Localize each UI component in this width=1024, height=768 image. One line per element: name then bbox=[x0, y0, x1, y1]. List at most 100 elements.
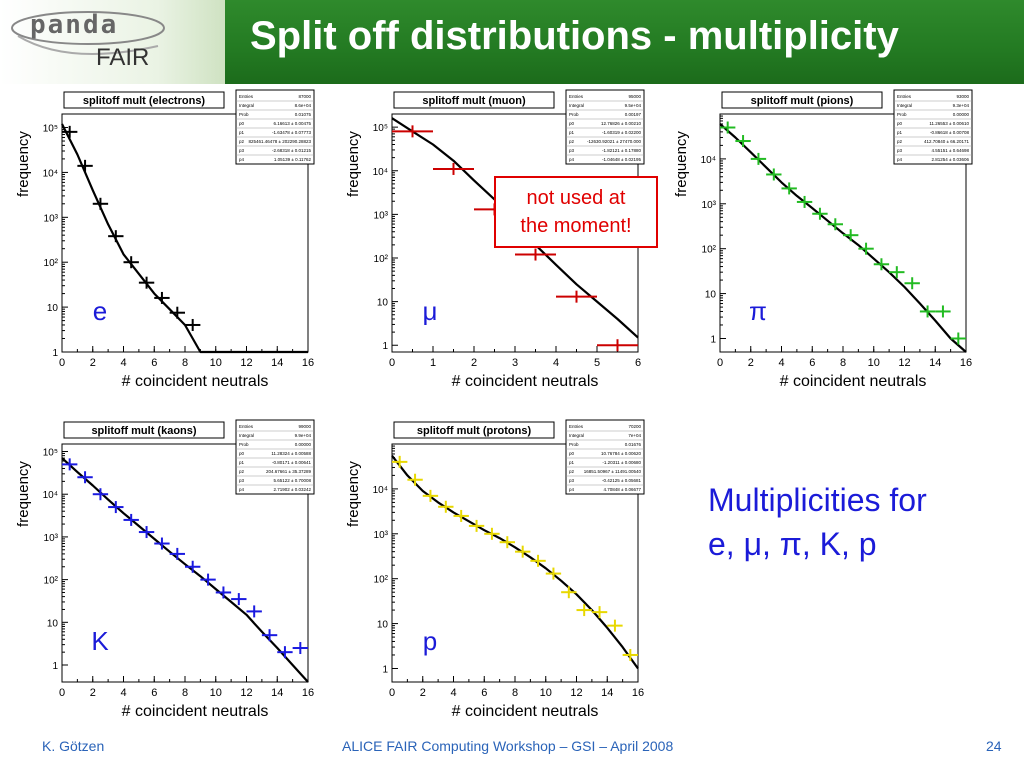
x-tick-label: 1 bbox=[430, 357, 436, 369]
y-tick-label: 10² bbox=[374, 254, 389, 265]
data-point bbox=[138, 526, 155, 539]
data-point bbox=[515, 545, 531, 558]
data-point bbox=[62, 125, 78, 138]
y-tick-label: 10⁵ bbox=[43, 448, 58, 459]
data-point bbox=[827, 218, 843, 231]
stats-name: Prob bbox=[897, 112, 907, 117]
stats-box bbox=[565, 419, 645, 495]
stats-value: 9.3e+04 bbox=[953, 103, 970, 108]
y-tick-label: 10³ bbox=[374, 530, 389, 541]
data-point bbox=[468, 519, 485, 532]
stats-name: p2 bbox=[569, 469, 575, 474]
x-tick-label: 0 bbox=[59, 357, 65, 369]
x-tick-label: 14 bbox=[929, 357, 941, 369]
x-tick-label: 16 bbox=[302, 357, 314, 369]
y-axis-label: frequency bbox=[345, 461, 362, 527]
y-tick-label: 10⁴ bbox=[43, 490, 58, 501]
x-tick-label: 12 bbox=[898, 357, 910, 369]
x-axis-label: # coincident neutrals bbox=[122, 703, 269, 720]
data-point bbox=[169, 306, 185, 319]
stats-value: 1.05139 ± 0.11762 bbox=[274, 157, 312, 162]
data-point bbox=[843, 229, 859, 242]
y-tick-label: 10⁴ bbox=[701, 155, 716, 166]
stats-name: Prob bbox=[239, 112, 249, 117]
x-tick-label: 8 bbox=[840, 357, 846, 369]
data-point bbox=[858, 242, 874, 255]
stats-name: p1 bbox=[569, 130, 575, 135]
logo-text-panda: panda bbox=[30, 10, 119, 40]
slide-header: panda FAIR Split off distributions - mul… bbox=[0, 0, 1024, 84]
stats-value: 412.70840 ± 66.20171 bbox=[924, 139, 970, 144]
data-point bbox=[622, 648, 638, 661]
y-axis-label: frequency bbox=[15, 461, 32, 527]
x-tick-label: 3 bbox=[512, 357, 518, 369]
stats-name: p3 bbox=[569, 478, 575, 483]
chart-svg: 0 2 4 6 8 10 12 14 16 1 10 10² 10³ 10⁴ 10⁵ splitoff mul… bbox=[15, 89, 315, 390]
stats-name: Integral bbox=[239, 103, 254, 108]
data-point bbox=[735, 135, 751, 148]
data-point bbox=[796, 195, 813, 208]
stats-box bbox=[235, 89, 315, 165]
y-tick-label: 1 bbox=[52, 348, 58, 359]
data-point bbox=[77, 159, 93, 172]
stats-name: p0 bbox=[569, 451, 575, 456]
stats-name: p1 bbox=[897, 130, 903, 135]
stats-value: 16851.50967 ± 11491.00540 bbox=[584, 469, 642, 474]
y-tick-label: 10³ bbox=[44, 533, 59, 544]
stats-value: -1.63478 ± 0.07773 bbox=[272, 130, 311, 135]
data-point bbox=[812, 207, 828, 220]
y-axis-label: frequency bbox=[345, 131, 362, 197]
stats-name: Prob bbox=[569, 112, 579, 117]
stats-value: 2.81254 ± 0.03606 bbox=[931, 157, 969, 162]
chart-title: splitoff mult (electrons) bbox=[83, 95, 206, 107]
chart-title-box bbox=[393, 91, 555, 109]
chart-protons: 0 2 4 6 8 10 12 14 16 1 10 10² 10³ 10⁴ splitoff mult (… bbox=[330, 418, 666, 730]
data-point bbox=[77, 471, 93, 484]
stats-name: Entries bbox=[569, 94, 584, 99]
stats-value: 0.00000 bbox=[953, 112, 970, 117]
data-point bbox=[561, 586, 577, 599]
y-tick-label: 1 bbox=[710, 334, 716, 345]
stats-name: Prob bbox=[239, 442, 249, 447]
stats-box bbox=[565, 89, 645, 165]
y-tick-label: 1 bbox=[382, 664, 388, 675]
particle-label: π bbox=[749, 296, 767, 326]
stats-value: 2.71902 ± 0.03242 bbox=[273, 487, 311, 492]
chart-title-box bbox=[721, 91, 883, 109]
data-point bbox=[185, 318, 201, 331]
stats-value: -1.20311 ± 0.00680 bbox=[602, 460, 641, 465]
stats-name: Entries bbox=[239, 94, 254, 99]
fit-curve bbox=[61, 123, 308, 354]
data-point bbox=[392, 125, 433, 138]
stats-name: Integral bbox=[897, 103, 912, 108]
data-point bbox=[108, 501, 124, 514]
stats-name: p2 bbox=[239, 139, 245, 144]
stats-name: Integral bbox=[239, 433, 254, 438]
x-tick-label: 4 bbox=[778, 357, 784, 369]
stats-value: 95000 bbox=[628, 94, 641, 99]
y-tick-label: 10⁴ bbox=[43, 168, 58, 179]
y-tick-label: 10³ bbox=[702, 200, 717, 211]
data-point bbox=[873, 258, 890, 271]
chart-title-box bbox=[393, 421, 555, 439]
data-point bbox=[597, 339, 638, 352]
stats-value: 99000 bbox=[298, 424, 311, 429]
chart-electrons: 0 2 4 6 8 10 12 14 16 1 10 10² 10³ 10⁴ 10⁵ splitoff mul… bbox=[0, 88, 336, 400]
data-point bbox=[123, 513, 139, 526]
data-point bbox=[499, 536, 515, 549]
stats-value: 5.65122 ± 0.70008 bbox=[273, 478, 311, 483]
data-point bbox=[185, 560, 201, 573]
stats-name: p4 bbox=[239, 487, 245, 492]
chart-title-box bbox=[63, 421, 225, 439]
stats-name: p3 bbox=[239, 478, 245, 483]
y-tick-label: 1 bbox=[382, 341, 388, 352]
stats-value: -0.80171 ± 0.00641 bbox=[272, 460, 311, 465]
footer-author: K. Götzen bbox=[42, 738, 105, 754]
stats-name: p0 bbox=[897, 121, 903, 126]
data-point bbox=[889, 266, 905, 279]
chart-svg: 0 2 4 6 8 10 12 14 16 1 10 10² 10³ 10⁴ splitoff mult (… bbox=[345, 419, 645, 720]
stats-name: p0 bbox=[239, 121, 245, 126]
x-axis-label: # coincident neutrals bbox=[122, 373, 269, 390]
x-tick-label: 8 bbox=[512, 687, 518, 699]
data-point bbox=[123, 256, 139, 269]
